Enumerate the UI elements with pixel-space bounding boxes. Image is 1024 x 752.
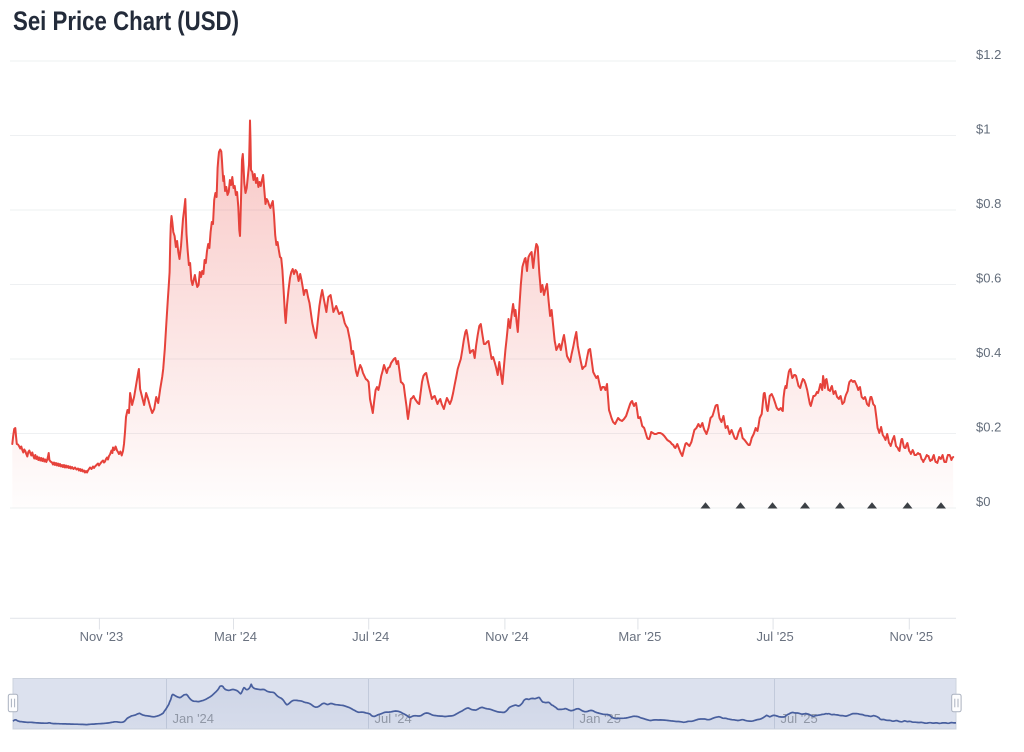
svg-text:Nov '25: Nov '25 xyxy=(889,629,933,644)
svg-text:$0.2: $0.2 xyxy=(976,420,1001,435)
svg-text:Mar '25: Mar '25 xyxy=(618,629,661,644)
svg-text:$1: $1 xyxy=(976,122,990,137)
svg-text:$0.8: $0.8 xyxy=(976,196,1001,211)
svg-text:Mar '24: Mar '24 xyxy=(214,629,257,644)
svg-text:$0.4: $0.4 xyxy=(976,345,1001,360)
svg-text:$0.6: $0.6 xyxy=(976,271,1001,286)
svg-text:$0: $0 xyxy=(976,494,990,509)
svg-text:Nov '23: Nov '23 xyxy=(80,629,124,644)
svg-text:Sei Price Chart (USD): Sei Price Chart (USD) xyxy=(13,6,239,36)
svg-text:Jul '24: Jul '24 xyxy=(352,629,389,644)
svg-text:$1.2: $1.2 xyxy=(976,47,1001,62)
svg-text:Nov '24: Nov '24 xyxy=(485,629,529,644)
svg-text:Jul '25: Jul '25 xyxy=(757,629,794,644)
